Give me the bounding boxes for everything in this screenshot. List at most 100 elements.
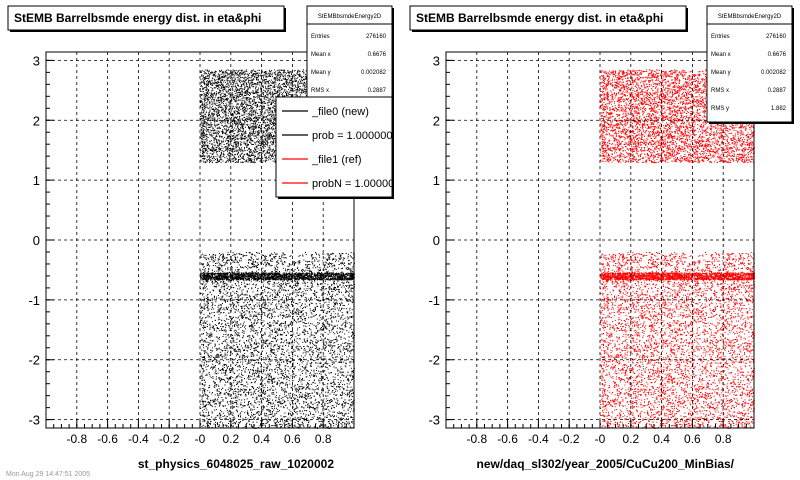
chart0-point — [250, 106, 252, 108]
chart0-point — [252, 120, 254, 122]
chart0-point — [277, 87, 279, 89]
chart0-point — [233, 76, 235, 78]
chart0-point — [254, 160, 256, 162]
chart0-point — [247, 144, 249, 146]
chart0-point — [219, 104, 221, 106]
chart0-point — [202, 151, 204, 152]
chart0-point — [285, 80, 287, 82]
chart0-point — [225, 146, 226, 148]
chart0-point — [254, 123, 256, 125]
chart0-point — [203, 122, 205, 124]
chart0-point — [220, 107, 222, 108]
chart0-point — [207, 114, 209, 116]
chart0-point — [271, 91, 273, 93]
chart0-point — [202, 117, 204, 118]
chart0-point — [226, 91, 228, 93]
chart0-point — [208, 124, 210, 126]
chart0-point — [258, 133, 260, 135]
chart0-point — [265, 78, 266, 80]
chart0-point — [208, 131, 210, 133]
chart0-point — [230, 121, 232, 123]
chart0-point — [248, 113, 249, 115]
chart0-point — [237, 116, 239, 118]
chart0-point — [280, 92, 282, 94]
chart0-point — [211, 136, 213, 138]
chart0-point — [221, 100, 223, 101]
chart0-point — [215, 136, 217, 138]
chart0-point — [204, 119, 206, 120]
chart0-point — [243, 84, 245, 86]
chart0-point — [222, 121, 224, 123]
chart0-point — [214, 107, 216, 109]
chart0-point — [246, 71, 248, 72]
chart0-point — [269, 154, 271, 156]
chart0-point — [208, 126, 210, 128]
chart0-point — [305, 91, 307, 93]
chart0-point — [207, 103, 209, 105]
chart0-point — [286, 81, 288, 83]
chart0-point — [257, 119, 259, 121]
chart0-point — [204, 148, 206, 150]
chart0-point — [219, 159, 221, 161]
chart0-point — [248, 148, 250, 150]
chart0-point — [225, 91, 227, 93]
chart0-point — [226, 126, 228, 128]
chart0-point — [273, 123, 274, 125]
chart0-point — [254, 101, 256, 103]
chart0-point — [210, 159, 212, 161]
chart0-point — [299, 82, 301, 84]
chart0-point — [209, 74, 211, 76]
chart0-point — [232, 80, 234, 81]
chart0-point — [270, 159, 272, 161]
chart0-point — [296, 95, 298, 97]
chart0-point — [263, 160, 265, 162]
chart0-point — [219, 71, 221, 73]
chart0-point — [207, 151, 209, 152]
chart0-point — [222, 76, 224, 78]
chart0-point — [244, 111, 246, 113]
chart0-point — [247, 138, 249, 140]
chart0-point — [204, 79, 206, 81]
chart0-point — [245, 99, 247, 101]
chart0-point — [264, 128, 266, 130]
chart0-point — [268, 155, 270, 157]
chart0-point — [206, 138, 208, 140]
chart0-point — [214, 129, 216, 131]
chart0-point — [200, 70, 202, 72]
chart0-point — [266, 119, 268, 121]
chart0-point — [251, 112, 252, 114]
chart0-point — [272, 129, 274, 131]
chart0-point — [254, 73, 256, 75]
chart0-point — [221, 69, 223, 71]
chart0-point — [205, 96, 207, 98]
chart0-point — [247, 88, 249, 90]
chart0-point — [201, 90, 203, 92]
chart0-point — [200, 85, 202, 87]
chart0-point — [235, 92, 237, 94]
chart0-point — [231, 96, 233, 98]
chart0-point — [235, 124, 237, 126]
chart0-point — [206, 81, 207, 83]
chart0-point — [210, 133, 212, 135]
chart0-point — [268, 152, 270, 154]
chart0-point — [207, 137, 209, 138]
chart0-point — [202, 116, 204, 118]
chart0-point — [229, 94, 231, 96]
chart0-point — [202, 132, 204, 134]
chart0-point — [253, 117, 254, 119]
chart0-point — [304, 91, 306, 93]
chart0-point — [222, 84, 224, 86]
chart0-point — [273, 129, 275, 131]
chart0-point — [291, 72, 293, 74]
chart0-point — [228, 128, 230, 130]
chart0-point — [224, 125, 226, 127]
chart0-point — [202, 88, 204, 90]
chart0-point — [242, 110, 244, 112]
chart0-point — [215, 149, 217, 151]
chart0-point — [268, 132, 270, 134]
chart0-point — [272, 86, 274, 88]
chart0-point — [221, 136, 223, 138]
chart0-point — [263, 80, 265, 81]
chart0-point — [270, 140, 272, 142]
chart0-point — [271, 107, 273, 109]
